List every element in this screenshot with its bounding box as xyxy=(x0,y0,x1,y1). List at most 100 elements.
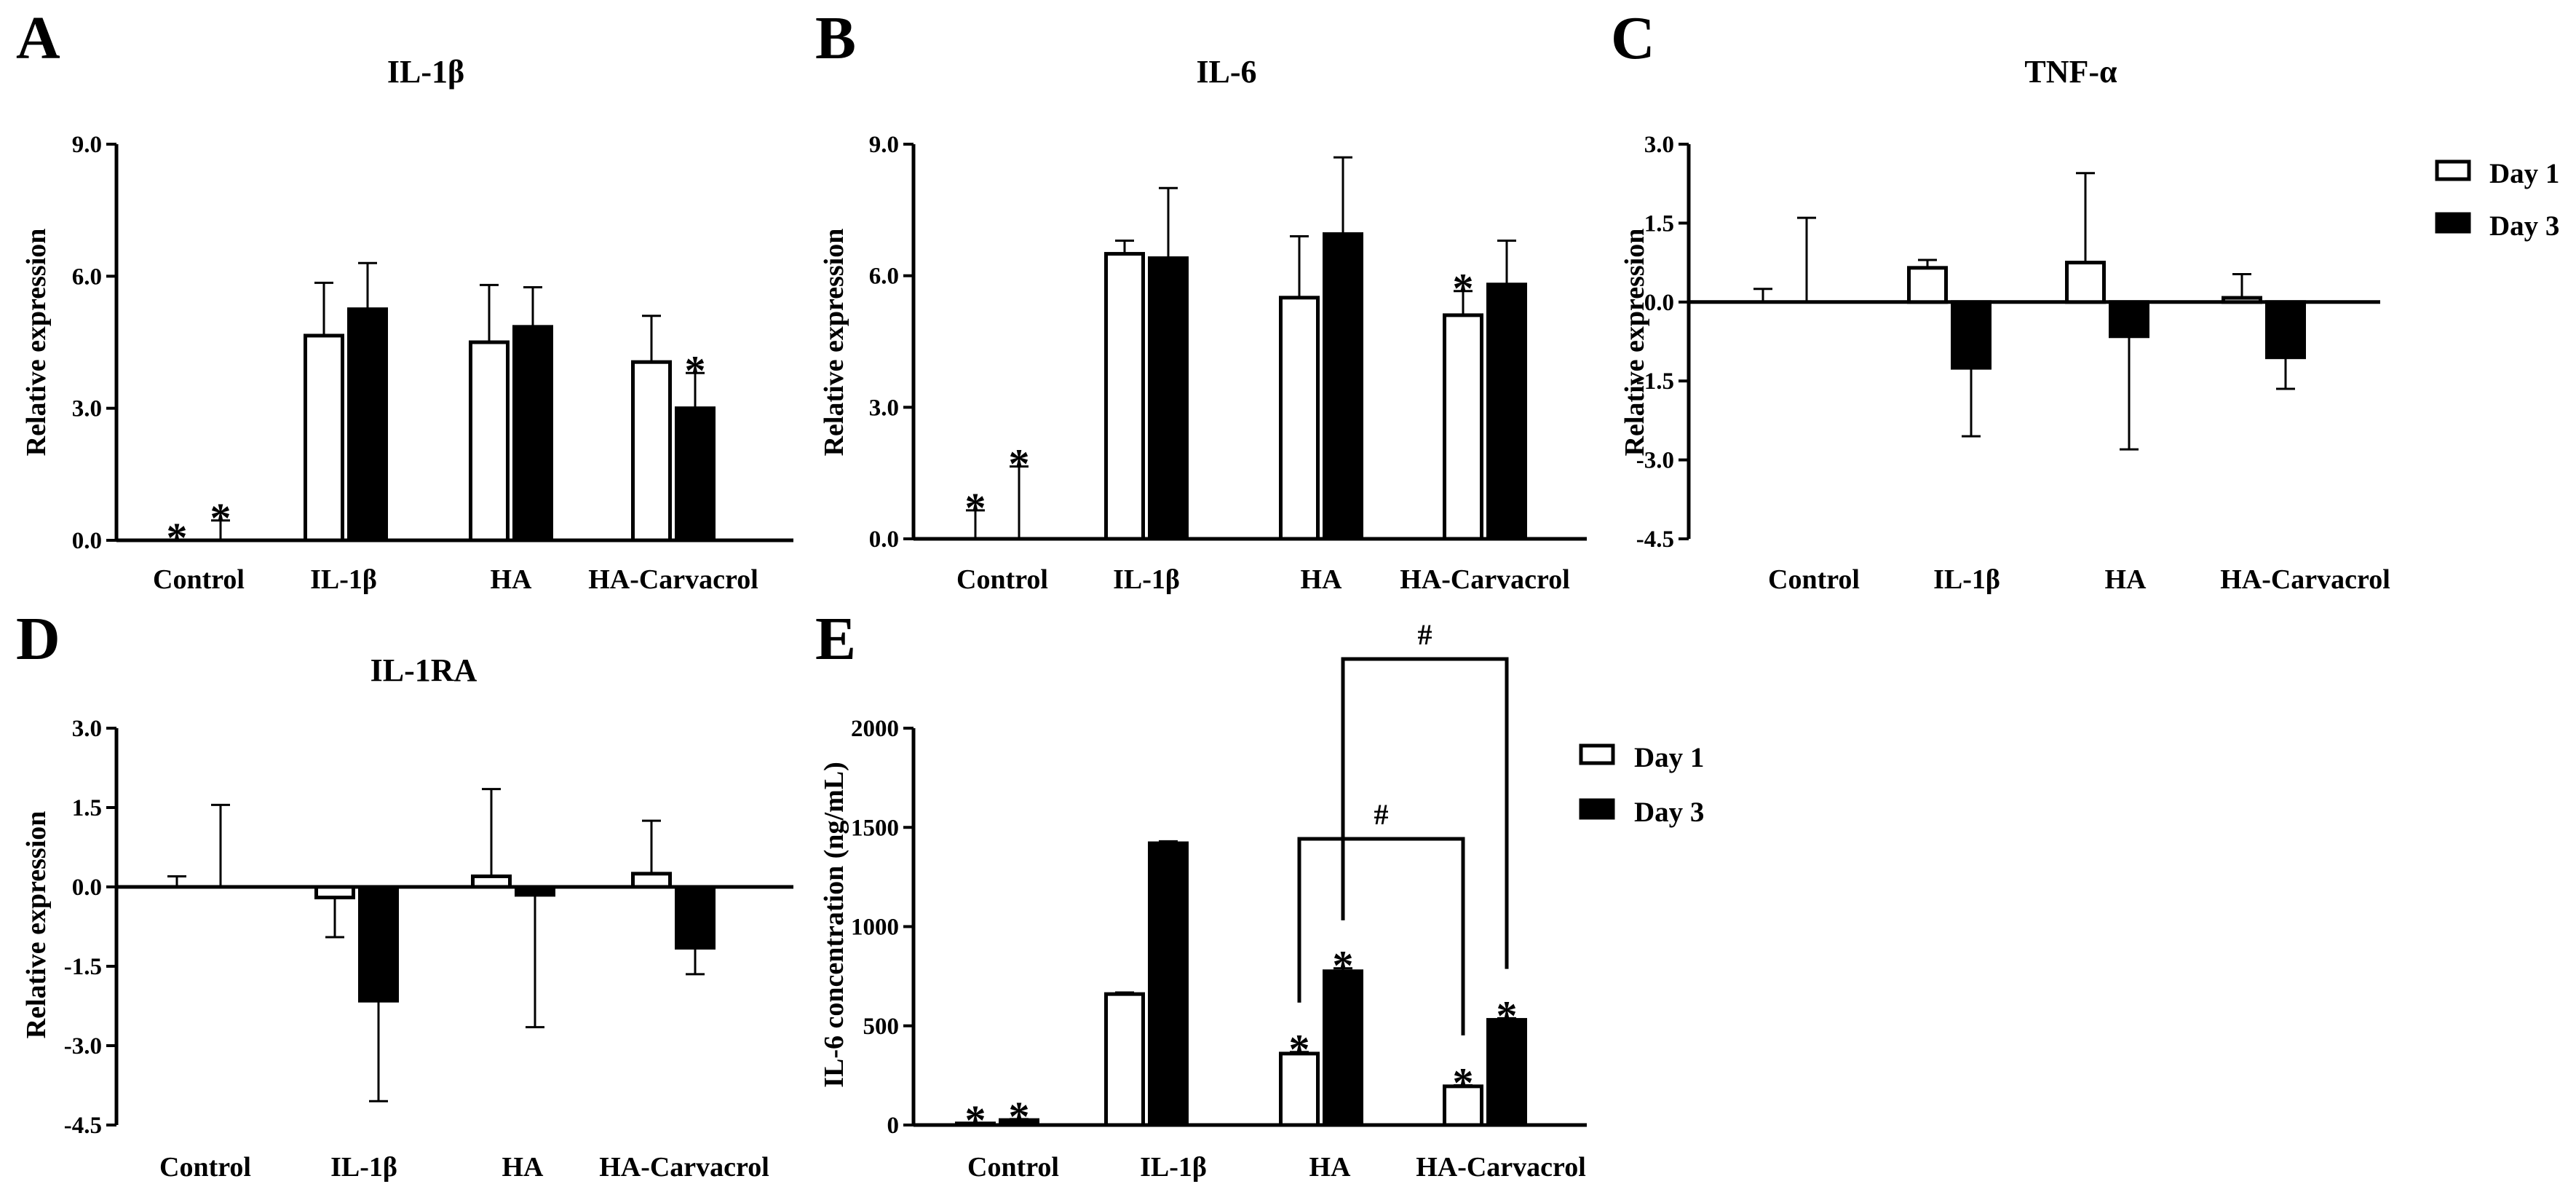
panel-d: D IL-1RA -4.5 -3.0 -1.5 0.0 1.5 3.0 Relative exp… xyxy=(16,605,793,1183)
legend-swatch-day3 xyxy=(1579,798,1615,820)
bar-day3 xyxy=(1486,1018,1527,1127)
y-tick-label: 3.0 xyxy=(869,395,899,421)
category-label: Control xyxy=(967,1152,1059,1183)
legend-swatch-day3 xyxy=(2435,212,2471,234)
y-axis-label: Relative expression xyxy=(1620,229,1650,457)
significance-star: * xyxy=(1009,441,1030,488)
y-tick-label: 1500 xyxy=(851,815,899,841)
significance-star: * xyxy=(1497,992,1518,1039)
bar-day3 xyxy=(675,406,716,542)
bar-day3 xyxy=(1323,232,1363,541)
y-tick-label: 9.0 xyxy=(72,132,102,158)
y-axis-label: IL-6 concentration (ng/mL) xyxy=(819,762,849,1088)
significance-star: * xyxy=(685,347,706,394)
legend-label: Day 3 xyxy=(2489,210,2559,242)
y-tick-label: 3.0 xyxy=(72,396,102,422)
panel-letter: B xyxy=(815,4,856,72)
y-tick-label: -3.0 xyxy=(1636,448,1674,474)
panel-b: B IL-6 0.0 3.0 6.0 9.0 Relative expression Cont… xyxy=(815,4,1587,595)
y-tick-label: 0.0 xyxy=(869,526,899,553)
panel-letter: C xyxy=(1611,4,1655,72)
category-label: Control xyxy=(153,564,245,595)
category-label: IL-1β xyxy=(1113,564,1180,595)
y-tick-label: 1.5 xyxy=(72,795,102,821)
y-tick-label: -4.5 xyxy=(64,1113,102,1139)
bar-day3 xyxy=(1323,969,1363,1127)
bar-day1 xyxy=(631,872,672,889)
bar-day1 xyxy=(1279,296,1320,541)
y-tick-label: 6.0 xyxy=(869,264,899,290)
bracket-label: # xyxy=(1374,798,1389,831)
bar-day1 xyxy=(469,340,510,542)
significance-bracket xyxy=(1297,837,1465,1035)
legend-swatch-day1 xyxy=(1579,743,1615,765)
bar-day1 xyxy=(1443,313,1483,541)
category-label: Control xyxy=(1768,564,1860,595)
y-tick-label: -4.5 xyxy=(1636,526,1674,553)
significance-star: * xyxy=(167,514,188,561)
y-tick-label: 0.0 xyxy=(72,875,102,901)
y-axis-label: Relative expression xyxy=(21,229,52,457)
y-tick-label: 2000 xyxy=(851,716,899,742)
bar-day1 xyxy=(304,334,344,542)
category-label: HA-Carvacrol xyxy=(2220,564,2390,595)
bar-day1 xyxy=(2222,296,2262,304)
category-label: HA xyxy=(1309,1152,1352,1183)
bar-day1 xyxy=(1104,992,1145,1127)
category-label: HA-Carvacrol xyxy=(1400,564,1570,595)
bar-day1 xyxy=(631,360,672,542)
bar-day3 xyxy=(1148,841,1189,1127)
panel-letter: D xyxy=(16,605,60,673)
significance-star: * xyxy=(1453,1059,1474,1107)
bracket-label: # xyxy=(1418,618,1432,651)
y-tick-label: -1.5 xyxy=(64,954,102,980)
panel-title: TNF-α xyxy=(2024,54,2117,90)
panel-letter: A xyxy=(16,4,60,72)
category-label: HA-Carvacrol xyxy=(1416,1152,1586,1183)
significance-star: * xyxy=(1289,1026,1310,1073)
significance-star: * xyxy=(1009,1093,1030,1140)
panel-title: IL-1β xyxy=(387,54,464,90)
bar-day3 xyxy=(358,885,399,1003)
y-tick-label: 3.0 xyxy=(1644,132,1674,158)
bar-day3 xyxy=(1486,283,1527,541)
bar-day1 xyxy=(2065,261,2106,304)
panel-title: IL-1RA xyxy=(370,652,477,688)
category-label: IL-1β xyxy=(1933,564,2000,595)
y-tick-label: 3.0 xyxy=(72,716,102,742)
significance-star: * xyxy=(965,1097,986,1144)
significance-star: * xyxy=(210,494,231,542)
legend: Day 1 Day 3 xyxy=(1579,742,1704,828)
bar-day3 xyxy=(347,307,388,542)
category-label: IL-1β xyxy=(330,1152,397,1183)
category-label: HA xyxy=(1301,564,1343,595)
y-tick-label: 1000 xyxy=(851,915,899,941)
legend-swatch-day1 xyxy=(2435,159,2471,181)
category-label: HA-Carvacrol xyxy=(599,1152,769,1183)
y-tick-label: 0.0 xyxy=(72,528,102,554)
y-tick-label: 500 xyxy=(863,1014,900,1040)
legend-label: Day 1 xyxy=(1634,742,1704,773)
y-tick-label: 0.0 xyxy=(1644,290,1674,316)
category-label: HA xyxy=(491,564,533,595)
significance-star: * xyxy=(1453,265,1474,312)
bar-day3 xyxy=(1148,256,1189,541)
y-tick-label: -1.5 xyxy=(1636,368,1674,395)
significance-star: * xyxy=(1333,942,1354,990)
significance-star: * xyxy=(965,484,986,532)
bar-day3 xyxy=(512,325,553,542)
y-tick-label: 9.0 xyxy=(869,132,899,158)
category-label: Control xyxy=(956,564,1048,595)
legend-label: Day 1 xyxy=(2489,158,2559,189)
y-tick-label: 6.0 xyxy=(72,264,102,290)
y-tick-label: 1.5 xyxy=(1644,210,1674,237)
panel-c: C TNF-α -4.5 -3.0 -1.5 0.0 1.5 3.0 Relative expr… xyxy=(1611,4,2559,595)
bar-day1 xyxy=(1907,266,1948,304)
bar-day1 xyxy=(1104,252,1145,541)
panel-a: A IL-1β 0.0 3.0 6.0 9.0 Relative expression Con… xyxy=(16,4,793,595)
y-tick-label: 0 xyxy=(887,1113,900,1139)
category-label: HA xyxy=(502,1152,544,1183)
panel-title: IL-6 xyxy=(1196,54,1256,90)
